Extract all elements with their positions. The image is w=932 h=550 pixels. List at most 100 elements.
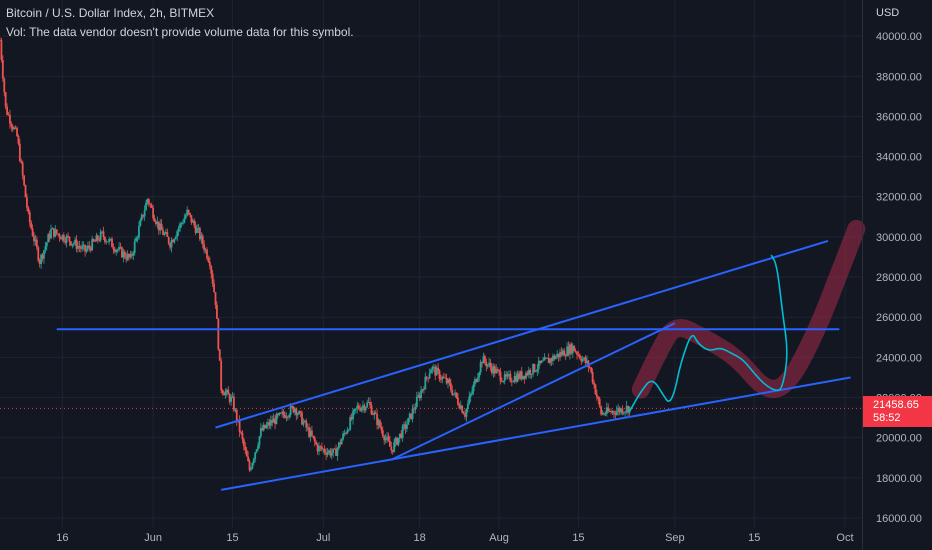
projection-path[interactable] bbox=[628, 254, 788, 412]
candle-body bbox=[204, 249, 207, 251]
candle-body bbox=[349, 417, 352, 430]
candle-body bbox=[335, 448, 337, 456]
candle-body bbox=[26, 197, 28, 208]
candle-body bbox=[116, 249, 119, 251]
time-tick-label: Jun bbox=[144, 532, 162, 544]
candle-body bbox=[34, 239, 37, 242]
candle-body bbox=[560, 352, 563, 355]
candle-body bbox=[615, 411, 618, 415]
candle-body bbox=[434, 366, 437, 376]
candle-body bbox=[268, 422, 271, 426]
candle-body bbox=[540, 360, 543, 363]
candle-body bbox=[486, 364, 489, 367]
candle-body bbox=[417, 395, 420, 397]
candle-body bbox=[512, 381, 515, 383]
candle-body bbox=[292, 406, 295, 413]
candle-body bbox=[234, 409, 237, 411]
candle-body bbox=[208, 261, 211, 267]
drawing-layer[interactable] bbox=[56, 239, 851, 491]
candle-body bbox=[289, 405, 292, 416]
candle-body bbox=[23, 175, 26, 186]
candle-body bbox=[617, 408, 620, 412]
candle-body bbox=[510, 381, 513, 383]
candle-body bbox=[261, 428, 264, 431]
candle-body bbox=[135, 237, 138, 242]
candle-body bbox=[172, 240, 174, 243]
candle-body bbox=[91, 239, 94, 251]
candle-body bbox=[411, 408, 414, 419]
candle-body bbox=[533, 364, 536, 372]
candle-body bbox=[164, 232, 167, 234]
candle-body bbox=[235, 409, 238, 422]
candle-body bbox=[391, 450, 394, 452]
candle-body bbox=[242, 439, 245, 447]
candle-body bbox=[449, 383, 452, 390]
price-tick-label: 40000.00 bbox=[876, 31, 922, 43]
candle-body bbox=[16, 127, 18, 137]
candle-body bbox=[367, 402, 370, 403]
candle-body bbox=[364, 407, 367, 411]
candle-body bbox=[594, 384, 597, 395]
candle-body bbox=[621, 408, 624, 414]
candle-body bbox=[425, 376, 428, 378]
candle-body bbox=[502, 381, 505, 382]
candle-body bbox=[465, 408, 468, 417]
candle-body bbox=[421, 389, 424, 391]
symbol-legend[interactable]: Bitcoin / U.S. Dollar Index, 2h, BITMEX bbox=[6, 6, 215, 20]
candle-body bbox=[231, 396, 234, 398]
candle-body bbox=[347, 429, 350, 431]
candle-body bbox=[430, 369, 432, 374]
candle-body bbox=[233, 396, 235, 411]
candle-body bbox=[281, 411, 284, 414]
candle-body bbox=[221, 390, 224, 394]
candle-body bbox=[6, 106, 8, 115]
candle-body bbox=[535, 371, 537, 372]
candle-body bbox=[45, 242, 48, 247]
candle-body bbox=[58, 234, 61, 238]
candle-body bbox=[595, 394, 598, 398]
candle-body bbox=[60, 237, 62, 240]
candle-body bbox=[149, 204, 152, 206]
candle-body bbox=[147, 199, 150, 205]
candle-body bbox=[546, 358, 549, 359]
inner-rising-line[interactable] bbox=[390, 322, 676, 461]
candle-body bbox=[186, 209, 189, 216]
candle-body bbox=[211, 273, 214, 284]
candle-body bbox=[264, 424, 267, 429]
candle-body bbox=[597, 397, 600, 400]
candle-body bbox=[128, 253, 130, 258]
candle-body bbox=[262, 424, 265, 431]
candle-body bbox=[371, 414, 374, 416]
price-tick-label: 36000.00 bbox=[876, 111, 922, 123]
candle-body bbox=[605, 407, 608, 414]
candle-body bbox=[241, 432, 244, 440]
candle-body bbox=[33, 236, 35, 242]
candle-body bbox=[112, 247, 115, 250]
time-tick-label: Aug bbox=[489, 532, 509, 544]
candle-body bbox=[624, 411, 627, 413]
candle-body bbox=[143, 210, 146, 217]
upper-channel-line[interactable] bbox=[215, 239, 829, 429]
price-tick-label: 20000.00 bbox=[876, 433, 922, 445]
candle-body bbox=[356, 405, 359, 409]
candle-body bbox=[424, 376, 427, 390]
lower-channel-line[interactable] bbox=[220, 376, 851, 491]
candle-body bbox=[13, 127, 16, 130]
candle-body bbox=[405, 424, 408, 429]
candle-body bbox=[620, 408, 622, 413]
candle-body bbox=[309, 430, 312, 437]
candle-body bbox=[43, 250, 45, 259]
candle-body bbox=[513, 375, 516, 382]
price-scale[interactable] bbox=[862, 0, 932, 550]
candle-body bbox=[554, 356, 557, 360]
candle-body bbox=[312, 435, 315, 438]
candle-body bbox=[340, 439, 343, 445]
candle-body bbox=[285, 416, 288, 418]
candle-body bbox=[44, 246, 47, 251]
candle-body bbox=[68, 236, 71, 242]
candle-body bbox=[549, 358, 551, 364]
candle-body bbox=[78, 245, 81, 248]
candle-body bbox=[461, 405, 464, 413]
candle-body bbox=[278, 412, 281, 416]
